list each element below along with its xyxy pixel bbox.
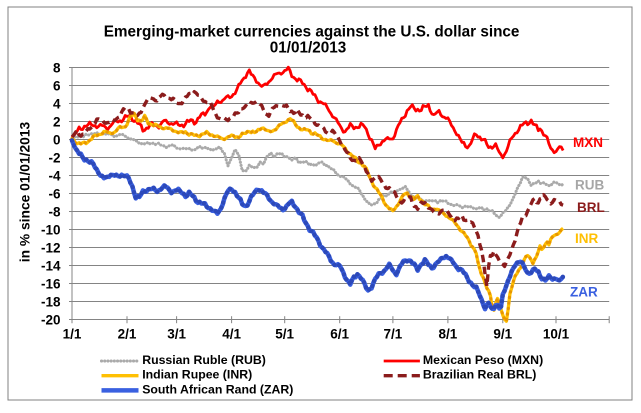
svg-text:3/1: 3/1: [167, 327, 186, 342]
svg-text:-20: -20: [41, 312, 61, 327]
svg-text:2: 2: [53, 114, 61, 129]
svg-text:-16: -16: [41, 276, 61, 291]
svg-text:6/1: 6/1: [330, 327, 349, 342]
svg-text:-8: -8: [48, 204, 60, 219]
svg-text:4: 4: [53, 96, 61, 111]
svg-text:-4: -4: [48, 168, 60, 183]
svg-text:MXN: MXN: [573, 135, 603, 150]
svg-text:RUB: RUB: [575, 178, 604, 193]
svg-text:-6: -6: [48, 186, 60, 201]
svg-text:01/01/2013: 01/01/2013: [270, 40, 347, 57]
svg-text:9/1: 9/1: [493, 327, 512, 342]
svg-text:10/1: 10/1: [543, 327, 570, 342]
svg-text:2/1: 2/1: [118, 327, 137, 342]
svg-text:Mexican Peso (MXN): Mexican Peso (MXN): [423, 353, 543, 367]
svg-text:in % since 01/01/2013: in % since 01/01/2013: [18, 122, 33, 263]
svg-text:-12: -12: [41, 240, 61, 255]
svg-text:BRL: BRL: [577, 200, 605, 215]
svg-text:INR: INR: [575, 231, 599, 246]
svg-text:4/1: 4/1: [222, 327, 241, 342]
svg-text:8/1: 8/1: [439, 327, 458, 342]
svg-text:-2: -2: [48, 150, 60, 165]
svg-text:7/1: 7/1: [384, 327, 403, 342]
svg-text:South African Rand (ZAR): South African Rand (ZAR): [142, 382, 293, 396]
svg-text:ZAR: ZAR: [570, 284, 598, 299]
svg-text:Russian Ruble (RUB): Russian Ruble (RUB): [142, 353, 266, 367]
svg-text:1/1: 1/1: [63, 327, 82, 342]
svg-text:Emerging-market currencies aga: Emerging-market currencies against the U…: [104, 23, 520, 40]
svg-text:Indian Rupee (INR): Indian Rupee (INR): [142, 368, 252, 382]
svg-text:-10: -10: [41, 222, 61, 237]
svg-text:0: 0: [53, 132, 61, 147]
svg-text:6: 6: [53, 78, 61, 93]
svg-text:-18: -18: [41, 294, 61, 309]
svg-text:Brazilian Real BRL): Brazilian Real BRL): [423, 368, 536, 382]
svg-text:8: 8: [53, 60, 61, 75]
svg-text:-14: -14: [41, 258, 61, 273]
svg-text:5/1: 5/1: [275, 327, 294, 342]
